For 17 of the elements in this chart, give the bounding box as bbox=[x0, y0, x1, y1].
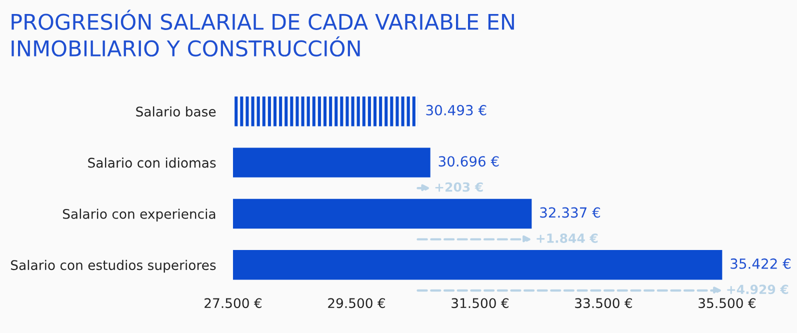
x-tick-label: 29.500 € bbox=[328, 298, 385, 308]
chart-title: PROGRESIÓN SALARIAL DE CADA VARIABLE EN INMOBILIARIO Y CONSTRUCCIÓN bbox=[12, 10, 514, 57]
annotation: +203 € bbox=[435, 182, 483, 192]
y-tick-label: Salario base bbox=[136, 106, 216, 117]
x-tick-label: 27.500 € bbox=[204, 298, 262, 308]
annotation: +4.929 € bbox=[727, 284, 788, 294]
y-tick-label: Salario con idiomas bbox=[88, 158, 216, 168]
y-tick-label: Salario con estudios superiores bbox=[11, 260, 216, 273]
x-tick-label: 31.500 € bbox=[452, 298, 508, 308]
x-tick-label: 33.500 € bbox=[575, 298, 632, 308]
y-tick-label: Salario con experiencia bbox=[62, 208, 216, 222]
annotation: +1.844 € bbox=[536, 233, 598, 243]
data-label: 30.493 € bbox=[426, 104, 486, 116]
x-tick-label: 35.500 € bbox=[698, 298, 756, 308]
data-label: 30.696 € bbox=[438, 156, 499, 167]
data-label: 32.337 € bbox=[540, 207, 600, 218]
data-label: 35.422 € bbox=[730, 258, 791, 269]
